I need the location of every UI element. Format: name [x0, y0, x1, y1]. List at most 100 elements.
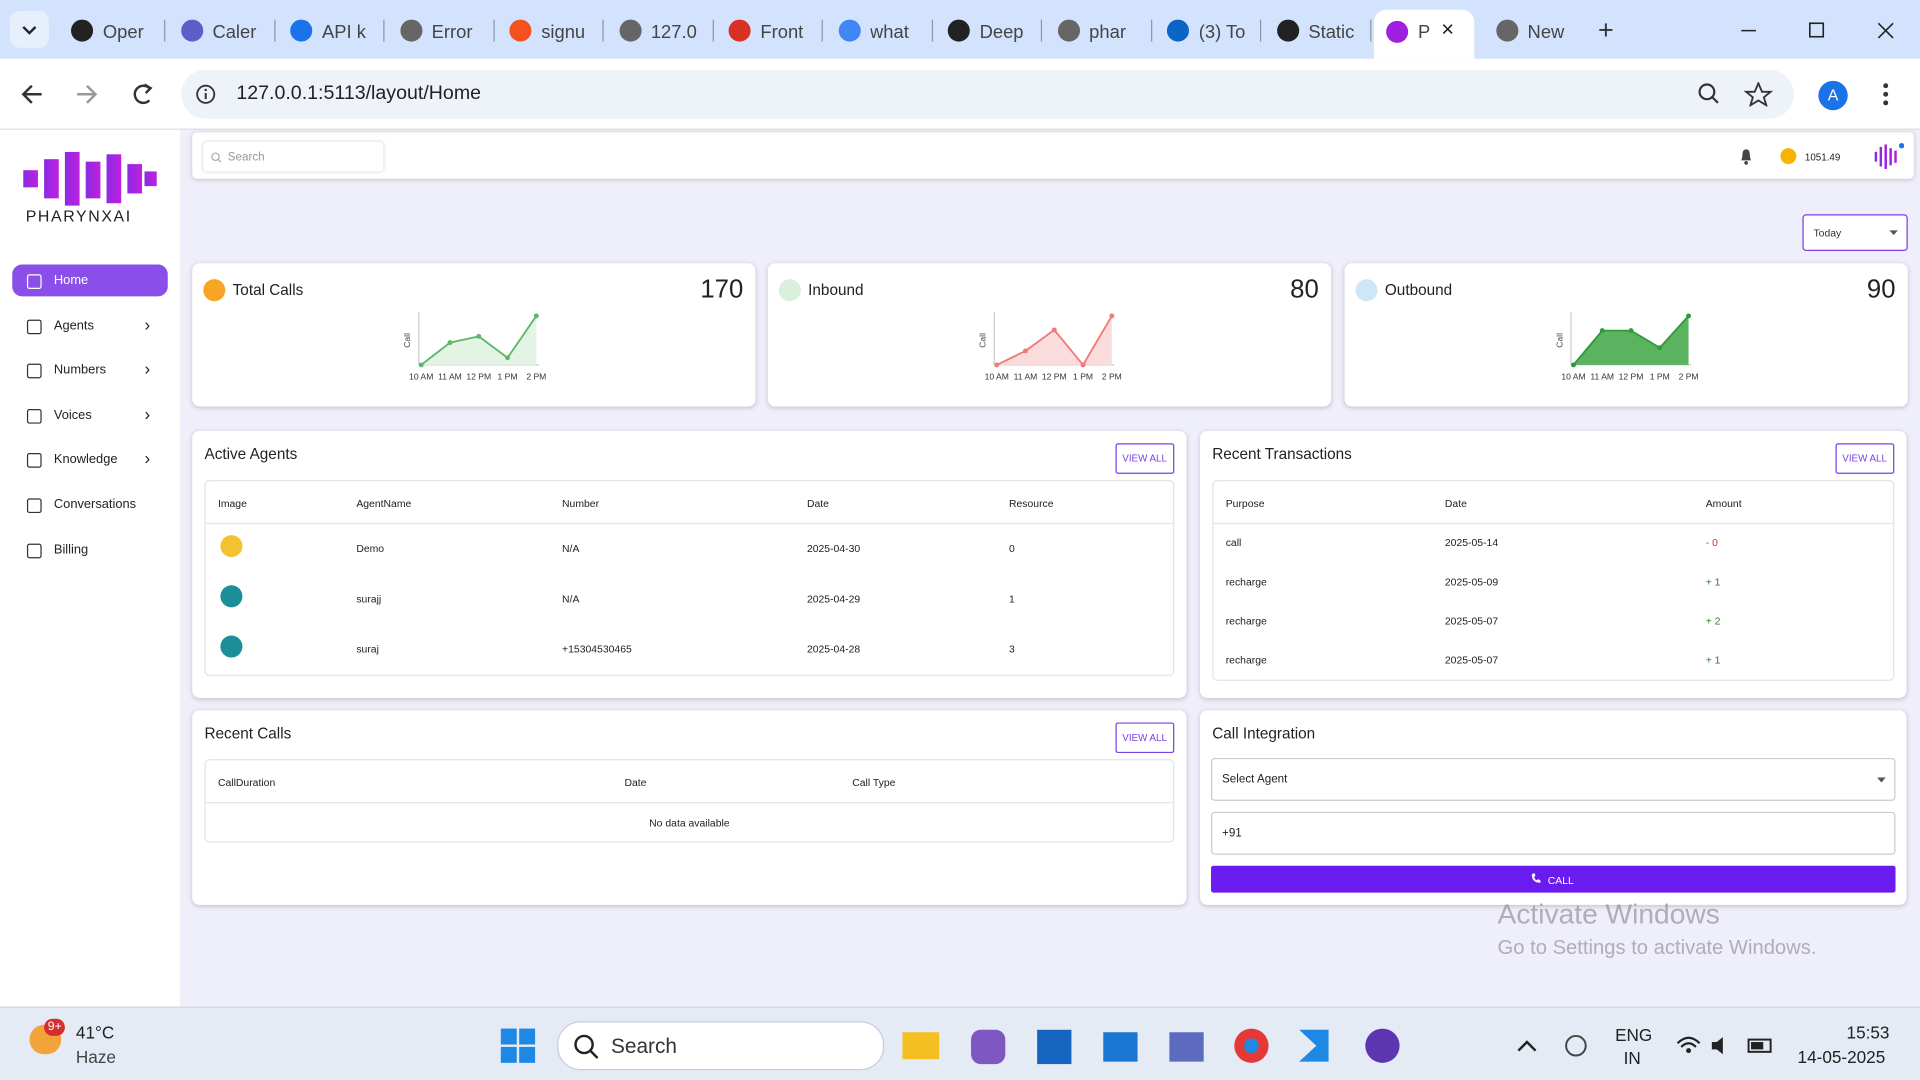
y-axis-label: Call	[402, 333, 412, 348]
nav-icon	[27, 454, 42, 469]
profile-avatar[interactable]: A	[1818, 81, 1847, 110]
nav-item[interactable]: Agents›	[12, 309, 168, 341]
tab[interactable]: Front	[716, 12, 821, 49]
header-divider	[206, 523, 1173, 524]
tab-separator	[1150, 20, 1151, 42]
tab-icon	[181, 20, 203, 42]
call-button[interactable]: CALL	[1211, 866, 1895, 893]
tab-search-button[interactable]	[10, 11, 49, 48]
x-tick-label: 1 PM	[1073, 372, 1093, 382]
column-header: Date	[624, 776, 646, 788]
view-all-button[interactable]: VIEW ALL	[1115, 722, 1174, 753]
bell-icon[interactable]	[1738, 148, 1755, 165]
tab-icon	[619, 20, 641, 42]
avatar-logo[interactable]	[1872, 142, 1904, 171]
search-placeholder: Search	[228, 151, 265, 164]
nav-chevron: ›	[144, 449, 150, 469]
nav-label: Voices	[54, 408, 92, 423]
tab[interactable]: phar	[1045, 12, 1150, 49]
nav-label: Agents	[54, 318, 94, 333]
tab[interactable]: what	[826, 12, 931, 49]
table-cell: 2025-05-14	[1445, 536, 1498, 548]
clock-date: 14-05-2025	[1798, 1047, 1886, 1067]
taskbar-search[interactable]: Search	[557, 1021, 884, 1070]
tab-title: (3) To	[1199, 22, 1253, 43]
table-cell: suraj	[356, 643, 379, 655]
nav-item[interactable]: Numbers›	[12, 354, 168, 386]
panel-title: Call Integration	[1212, 725, 1315, 742]
table-cell: + 2	[1706, 615, 1721, 627]
new-tab-button[interactable]: +	[1598, 15, 1614, 47]
weather-badge: 9+	[44, 1019, 65, 1036]
tab[interactable]: New	[1483, 12, 1588, 49]
taskbar-search-text: Search	[611, 1035, 677, 1059]
tray-icons[interactable]	[1516, 1032, 1779, 1059]
nav-icon	[27, 364, 42, 379]
nav-item[interactable]: Billing	[12, 533, 168, 565]
phone-input[interactable]: +91	[1211, 812, 1895, 855]
nav-item[interactable]: Conversations	[12, 489, 168, 521]
nav-icon	[27, 319, 42, 334]
toolbar: 127.0.0.1:5113/layout/Home A	[0, 59, 1920, 130]
point	[1023, 348, 1028, 353]
column-header: Date	[1445, 497, 1467, 509]
taskbar-apps[interactable]	[900, 1025, 1414, 1069]
x-tick-label: 10 AM	[409, 372, 433, 382]
point	[505, 355, 510, 360]
clock-time: 15:53	[1847, 1022, 1890, 1042]
tab-title: phar	[1089, 22, 1143, 43]
call-integration-panel: Call Integration Select Agent +91 CALL	[1200, 710, 1907, 905]
date-filter[interactable]: Today	[1802, 214, 1907, 251]
nav-icon	[27, 274, 42, 289]
agents-table: ImageAgentNameNumberDateResourceDemoN/A2…	[204, 480, 1174, 676]
tab-close[interactable]: ×	[1441, 17, 1454, 43]
agent-avatar	[220, 636, 242, 658]
point	[1571, 362, 1576, 367]
tab[interactable]: Oper	[59, 12, 164, 49]
nav-label: Conversations	[54, 497, 136, 512]
table-cell: - 0	[1706, 536, 1718, 548]
view-all-button[interactable]: VIEW ALL	[1835, 443, 1894, 474]
tab-title: Front	[760, 22, 814, 43]
tab-separator	[274, 20, 275, 42]
tab-icon	[1167, 20, 1189, 42]
x-tick-label: 2 PM	[1102, 372, 1122, 382]
tab[interactable]: Error	[388, 12, 493, 49]
calls-table: CallDurationDateCall TypeNo data availab…	[204, 759, 1174, 842]
nav-buttons[interactable]	[17, 78, 164, 110]
panel-title: Active Agents	[204, 446, 297, 463]
omnibox[interactable]: 127.0.0.1:5113/layout/Home	[181, 70, 1794, 119]
tab[interactable]: Static	[1264, 12, 1369, 49]
x-tick-label: 1 PM	[1650, 372, 1670, 382]
tab[interactable]: (3) To	[1155, 12, 1260, 49]
nav-item[interactable]: Knowledge›	[12, 444, 168, 476]
panel-title: Recent Calls	[204, 725, 291, 742]
tab-separator	[383, 20, 384, 42]
table-cell: 2025-04-28	[807, 643, 860, 655]
nav-chevron: ›	[144, 359, 150, 379]
table-cell: N/A	[562, 542, 579, 554]
search-box[interactable]: Search	[203, 142, 383, 171]
agent-select[interactable]: Select Agent	[1211, 758, 1895, 801]
view-all-button[interactable]: VIEW ALL	[1115, 443, 1174, 474]
tab[interactable]: API k	[278, 12, 383, 49]
menu-button[interactable]	[1880, 81, 1892, 108]
tab[interactable]: Deep	[936, 12, 1041, 49]
x-tick-label: 10 AM	[1561, 372, 1585, 382]
tab[interactable]: 127.0	[607, 12, 712, 49]
stat-card: Inbound80Call10 AM11 AM12 PM1 PM2 PM	[768, 263, 1331, 406]
nav-chevron: ›	[144, 404, 150, 424]
table-cell: recharge	[1226, 654, 1267, 666]
nav-item[interactable]: Home	[12, 264, 168, 296]
tab[interactable]: signu	[497, 12, 602, 49]
tab[interactable]: Caler	[168, 12, 273, 49]
start-button[interactable]	[500, 1027, 537, 1064]
tab-separator	[1370, 20, 1371, 42]
x-tick-label: 12 PM	[466, 372, 491, 382]
tab[interactable]: P×	[1374, 10, 1474, 59]
tab-icon	[1277, 20, 1299, 42]
nav-item[interactable]: Voices ›	[12, 399, 168, 431]
table-cell: +15304530465	[562, 643, 632, 655]
tab-icon	[948, 20, 970, 42]
stat-card: Outbound90Call10 AM11 AM12 PM1 PM2 PM	[1344, 263, 1907, 406]
